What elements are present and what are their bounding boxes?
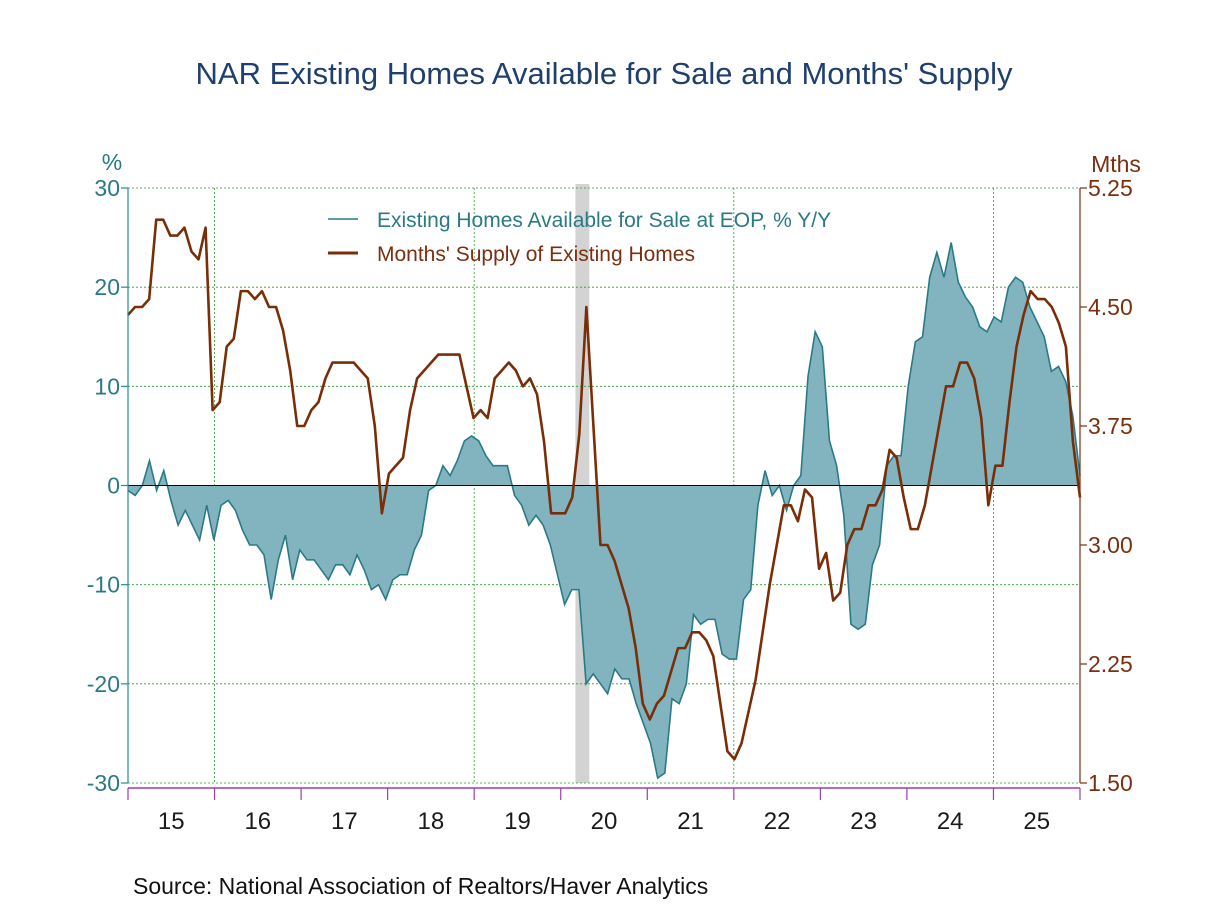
- x-tick-label: 25: [1023, 808, 1050, 835]
- right-tick-label: 3.75: [1088, 413, 1133, 439]
- x-tick-label: 20: [591, 808, 618, 835]
- recession-shading: [575, 184, 589, 783]
- x-tick-label: 17: [331, 808, 358, 835]
- x-tick-label: 15: [158, 808, 185, 835]
- legend-label-months-supply: Months' Supply of Existing Homes: [377, 243, 695, 266]
- chart-title: NAR Existing Homes Available for Sale an…: [196, 56, 1013, 91]
- left-tick-label: -10: [87, 572, 120, 598]
- chart: NAR Existing Homes Available for Sale an…: [0, 0, 1208, 906]
- right-axis-label: Mths: [1091, 151, 1141, 177]
- left-tick-label: 0: [107, 473, 120, 499]
- source-note: Source: National Association of Realtors…: [133, 873, 708, 899]
- right-tick-label: 4.50: [1088, 294, 1133, 320]
- x-tick-label: 21: [677, 808, 704, 835]
- left-axis-label: %: [102, 149, 122, 175]
- x-tick-label: 18: [418, 808, 445, 835]
- right-tick-label: 5.25: [1088, 175, 1133, 201]
- x-tick-label: 22: [764, 808, 791, 835]
- left-tick-label: -20: [87, 671, 120, 697]
- x-tick-label: 16: [244, 808, 271, 835]
- inventory-area: [128, 243, 1080, 779]
- inventory-series: [128, 243, 1080, 779]
- left-tick-label: -30: [87, 770, 120, 796]
- left-tick-label: 20: [94, 274, 120, 300]
- left-tick-label: 10: [94, 373, 120, 399]
- x-tick-label: 19: [504, 808, 531, 835]
- x-tick-label: 23: [850, 808, 877, 835]
- right-tick-label: 2.25: [1088, 651, 1133, 677]
- right-tick-label: 3.00: [1088, 532, 1133, 558]
- left-tick-label: 30: [94, 175, 120, 201]
- x-tick-label: 24: [937, 808, 964, 835]
- legend-label-inventory: Existing Homes Available for Sale at EOP…: [377, 209, 831, 232]
- right-tick-label: 1.50: [1088, 770, 1133, 796]
- recession-bar: [575, 184, 589, 783]
